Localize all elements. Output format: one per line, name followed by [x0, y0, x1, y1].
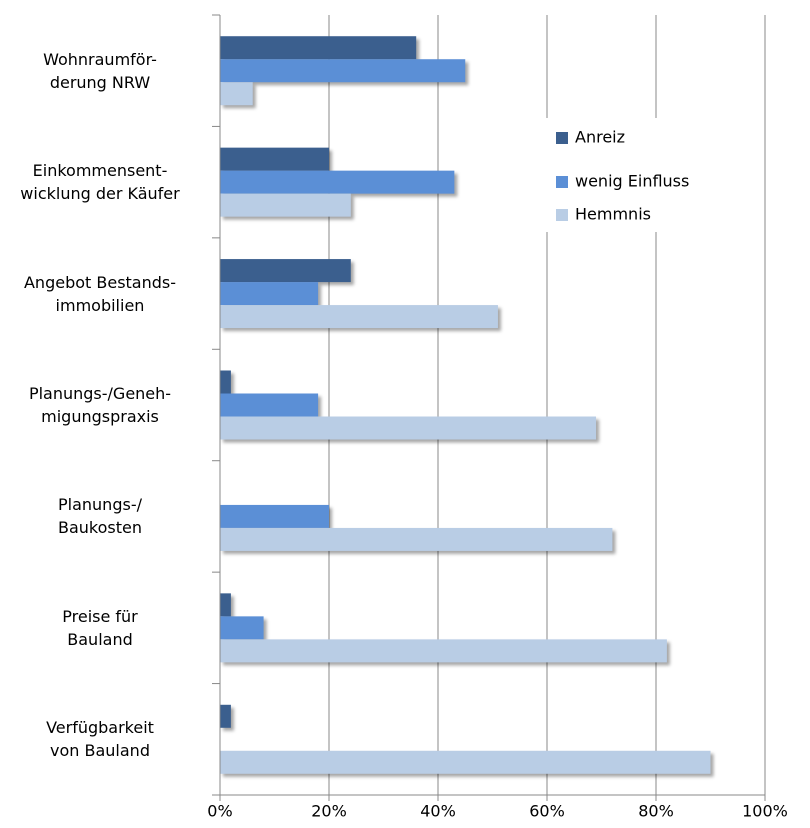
bar [220, 393, 319, 417]
y-tick-label: Preise für Bauland [62, 606, 138, 649]
bar [220, 370, 231, 394]
y-tick-label: Angebot Bestands- immobilien [23, 272, 177, 315]
x-tick-label: 60% [529, 802, 565, 821]
y-tick-label: Einkommensent- wicklung der Käufer [20, 161, 180, 204]
y-tick-label: Planungs-/ Baukosten [58, 495, 142, 538]
legend-label: Anreiz [575, 128, 625, 147]
bar [220, 147, 329, 171]
bar [220, 170, 455, 194]
legend-swatch [556, 132, 568, 144]
x-tick-label: 80% [638, 802, 674, 821]
legend-label: wenig Einfluss [575, 172, 689, 191]
bar [220, 639, 667, 663]
bar [220, 36, 417, 60]
legend-box [546, 118, 716, 232]
bar [220, 416, 597, 440]
bar [220, 527, 613, 551]
y-tick-label: Wohnraumför- derung NRW [43, 49, 157, 92]
legend-swatch [556, 209, 568, 221]
bar [220, 593, 231, 617]
bar [220, 504, 329, 528]
bar [220, 704, 231, 728]
bar [220, 282, 319, 306]
y-tick-label: Planungs-/Geneh- migungspraxis [28, 384, 172, 426]
legend-label: Hemmnis [575, 205, 651, 224]
bar [220, 305, 498, 329]
bar [220, 59, 466, 83]
x-tick-label: 20% [311, 802, 347, 821]
bar [220, 616, 264, 640]
bar [220, 750, 711, 774]
x-tick-label: 100% [742, 802, 788, 821]
bar [220, 259, 351, 283]
legend-swatch [556, 176, 568, 188]
x-tick-label: 0% [207, 802, 232, 821]
y-tick-label: Verfügbarkeit von Bauland [46, 718, 154, 761]
bar [220, 193, 351, 217]
x-tick-label: 40% [420, 802, 456, 821]
bar [220, 82, 253, 106]
